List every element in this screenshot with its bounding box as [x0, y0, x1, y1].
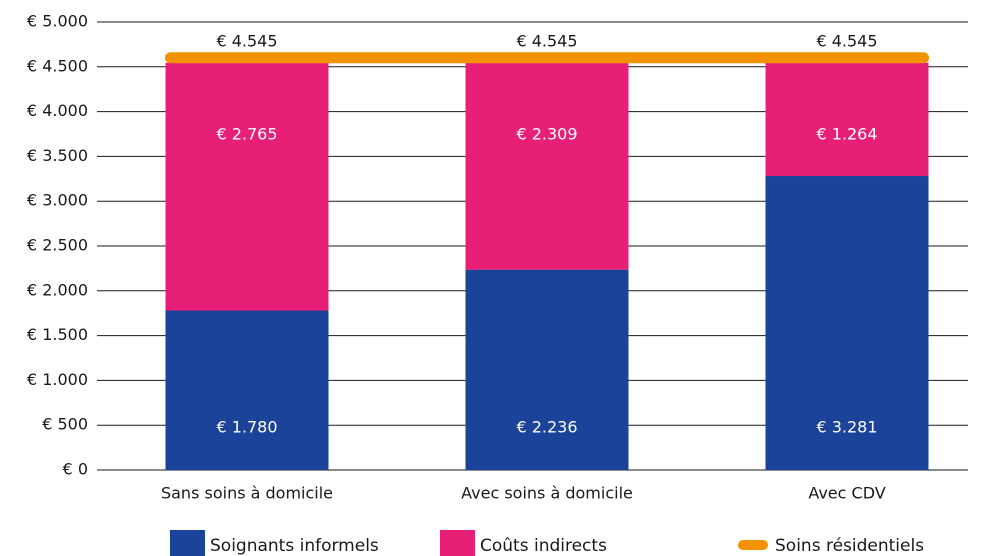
y-tick-label: € 0: [63, 460, 88, 479]
data-label: € 4.545: [216, 32, 277, 51]
x-tick-label: Avec CDV: [808, 484, 885, 503]
data-label: € 1.264: [816, 124, 877, 143]
y-tick-label: € 2.500: [27, 236, 88, 255]
y-tick-label: € 2.000: [27, 280, 88, 299]
y-tick-label: € 4.500: [27, 56, 88, 75]
x-tick-label: Avec soins à domicile: [461, 484, 633, 503]
legend-swatch: [440, 530, 475, 556]
legend-label: Soignants informels: [210, 536, 379, 556]
y-tick-label: € 3.500: [27, 146, 88, 165]
bar-segment: [465, 62, 629, 270]
bar-segment: [765, 176, 929, 470]
y-tick-label: € 500: [42, 415, 88, 434]
bar-segment: [165, 62, 329, 311]
legend-label: Soins résidentiels: [775, 536, 924, 556]
bar-segment: [165, 310, 329, 470]
bar-segment: [465, 269, 629, 470]
data-label: € 2.309: [516, 124, 577, 143]
legend-label: Coûts indirects: [480, 536, 607, 556]
y-tick-label: € 5.000: [27, 12, 88, 31]
y-tick-label: € 1.500: [27, 325, 88, 344]
data-label: € 2.765: [216, 124, 277, 143]
y-tick-label: € 1.000: [27, 370, 88, 389]
data-label: € 1.780: [216, 418, 277, 437]
bar-segment: [765, 62, 929, 177]
legend-swatch: [738, 540, 768, 550]
legend-swatch: [170, 530, 205, 556]
data-label: € 4.545: [816, 32, 877, 51]
data-label: € 3.281: [816, 418, 877, 437]
x-tick-label: Sans soins à domicile: [161, 484, 333, 503]
data-label: € 2.236: [516, 418, 577, 437]
y-tick-label: € 4.000: [27, 101, 88, 120]
y-tick-label: € 3.000: [27, 191, 88, 210]
data-label: € 4.545: [516, 32, 577, 51]
